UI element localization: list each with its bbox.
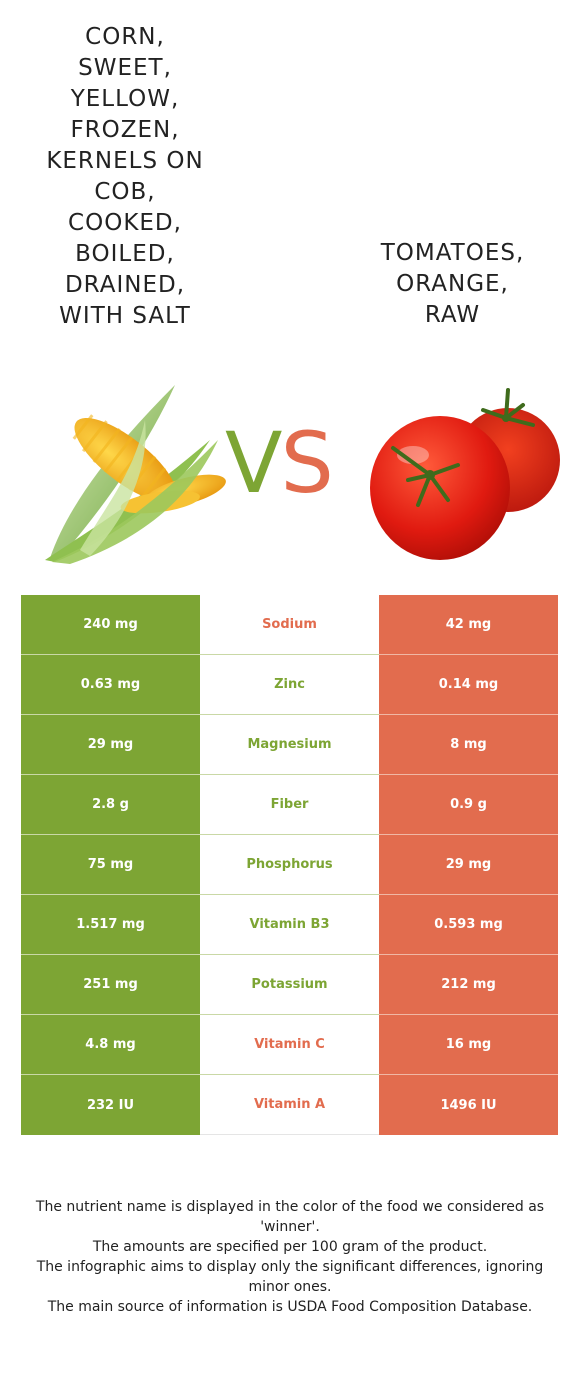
nutrient-name: Vitamin A <box>200 1075 379 1135</box>
right-value: 1496 IU <box>379 1075 558 1135</box>
nutrient-name: Zinc <box>200 655 379 715</box>
left-value: 232 IU <box>21 1075 200 1135</box>
table-row: 75 mg Phosphorus 29 mg <box>21 835 558 895</box>
table-row: 232 IU Vitamin A 1496 IU <box>21 1075 558 1135</box>
nutrient-name: Potassium <box>200 955 379 1015</box>
vs-s: S <box>280 414 333 512</box>
right-value: 16 mg <box>379 1015 558 1075</box>
left-value: 29 mg <box>21 715 200 775</box>
nutrient-name: Magnesium <box>200 715 379 775</box>
vs-label: VS <box>225 414 334 512</box>
left-value: 240 mg <box>21 595 200 655</box>
footer-line: The main source of information is USDA F… <box>47 1299 533 1315</box>
table-row: 29 mg Magnesium 8 mg <box>21 715 558 775</box>
footer-line: The amounts are specified per 100 gram o… <box>92 1239 488 1255</box>
right-value: 0.14 mg <box>379 655 558 715</box>
nutrient-name: Phosphorus <box>200 835 379 895</box>
nutrient-name: Sodium <box>200 595 379 655</box>
right-value: 0.593 mg <box>379 895 558 955</box>
table-row: 0.63 mg Zinc 0.14 mg <box>21 655 558 715</box>
right-value: 212 mg <box>379 955 558 1015</box>
right-value: 29 mg <box>379 835 558 895</box>
nutrient-name: Fiber <box>200 775 379 835</box>
left-value: 0.63 mg <box>21 655 200 715</box>
tomato-icon <box>370 388 560 560</box>
right-value: 42 mg <box>379 595 558 655</box>
nutrient-table: 240 mg Sodium 42 mg 0.63 mg Zinc 0.14 mg 29 mg… <box>21 595 558 1135</box>
left-value: 75 mg <box>21 835 200 895</box>
footer-notes: The nutrient name is displayed in the co… <box>35 1197 545 1317</box>
right-value: 0.9 g <box>379 775 558 835</box>
table-row: 1.517 mg Vitamin B3 0.593 mg <box>21 895 558 955</box>
left-value: 4.8 mg <box>21 1015 200 1075</box>
nutrient-name: Vitamin C <box>200 1015 379 1075</box>
table-row: 2.8 g Fiber 0.9 g <box>21 775 558 835</box>
left-value: 2.8 g <box>21 775 200 835</box>
corn-icon <box>45 385 226 564</box>
nutrient-name: Vitamin B3 <box>200 895 379 955</box>
left-value: 251 mg <box>21 955 200 1015</box>
left-food-title: CORN, SWEET, YELLOW, FROZEN, KERNELS ON … <box>46 24 204 329</box>
footer-line: The nutrient name is displayed in the co… <box>35 1199 545 1235</box>
right-value: 8 mg <box>379 715 558 775</box>
left-value: 1.517 mg <box>21 895 200 955</box>
table-row: 240 mg Sodium 42 mg <box>21 595 558 655</box>
vs-v: V <box>225 414 282 512</box>
right-food-title: TOMATOES, ORANGE, RAW <box>380 240 525 328</box>
footer-line: The infographic aims to display only the… <box>36 1259 544 1295</box>
table-row: 4.8 mg Vitamin C 16 mg <box>21 1015 558 1075</box>
table-row: 251 mg Potassium 212 mg <box>21 955 558 1015</box>
